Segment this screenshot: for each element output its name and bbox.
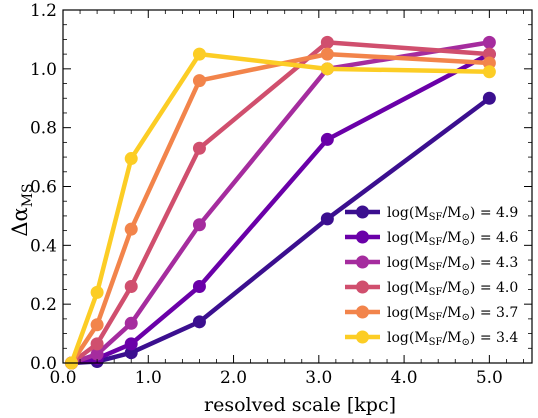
x-tick-label: 0.0 xyxy=(49,368,76,388)
legend-label: log(MSF/M⊙) = 4.6 xyxy=(387,230,518,248)
data-point xyxy=(124,152,138,166)
y-axis-label-main: Δα xyxy=(8,207,32,236)
legend-label-part: /M xyxy=(442,205,461,221)
legend-label-part: ⊙ xyxy=(462,237,470,248)
legend-marker xyxy=(356,230,369,244)
data-point xyxy=(90,285,104,299)
data-point xyxy=(320,62,334,76)
legend-marker xyxy=(356,305,369,319)
data-point xyxy=(90,347,104,361)
data-point xyxy=(320,35,334,49)
x-tick-label: 4.0 xyxy=(391,368,418,388)
legend-label: log(MSF/M⊙) = 4.9 xyxy=(387,205,518,223)
legend-label-part: ⊙ xyxy=(462,262,470,273)
legend-label-part: SF xyxy=(429,287,443,298)
legend-label: log(MSF/M⊙) = 4.3 xyxy=(387,255,518,273)
legend-marker xyxy=(356,255,369,269)
x-tick-label: 5.0 xyxy=(476,368,503,388)
data-point xyxy=(482,91,496,105)
y-tick-label: 1.0 xyxy=(30,60,57,80)
legend-marker xyxy=(356,330,369,344)
y-tick-label: 1.2 xyxy=(30,1,57,21)
legend-item: log(MSF/M⊙) = 4.6 xyxy=(345,230,518,248)
legend-label-part: ⊙ xyxy=(462,312,470,323)
data-point xyxy=(124,337,138,351)
legend-label-part: /M xyxy=(442,305,461,321)
legend-label-part: SF xyxy=(429,262,443,273)
legend-marker xyxy=(356,205,369,219)
x-tick-label: 3.0 xyxy=(305,368,332,388)
x-tick-label: 1.0 xyxy=(135,368,162,388)
legend-label-part: ) = 4.6 xyxy=(470,230,518,246)
legend-label-part: ) = 4.9 xyxy=(470,205,518,221)
data-point xyxy=(192,47,206,61)
chart-marks xyxy=(65,35,496,370)
legend-label-part: ⊙ xyxy=(462,212,470,223)
data-point xyxy=(192,74,206,88)
data-point xyxy=(192,315,206,329)
legend-label-part: log(M xyxy=(387,230,429,246)
y-tick-label: 0.4 xyxy=(30,236,57,256)
y-axis-label-sub: MS xyxy=(20,183,36,207)
legend-label-part: ) = 3.4 xyxy=(470,330,518,346)
data-point xyxy=(192,280,206,294)
data-point xyxy=(90,337,104,351)
x-axis-label: resolved scale [kpc] xyxy=(204,394,396,416)
data-point xyxy=(320,132,334,146)
legend-label-part: /M xyxy=(442,230,461,246)
legend-label-part: log(M xyxy=(387,305,429,321)
legend-label-part: SF xyxy=(429,237,443,248)
legend-label: log(MSF/M⊙) = 3.7 xyxy=(387,305,518,323)
series-line xyxy=(69,51,490,365)
legend-label-part: /M xyxy=(442,255,461,271)
data-point xyxy=(320,212,334,226)
legend-label-part: SF xyxy=(429,212,443,223)
data-point xyxy=(192,141,206,155)
data-point xyxy=(482,35,496,49)
data-point xyxy=(320,47,334,61)
legend-label-part: log(M xyxy=(387,280,429,296)
legend-label: log(MSF/M⊙) = 4.0 xyxy=(387,280,518,298)
legend-label-part: ⊙ xyxy=(462,287,470,298)
legend-label-part: ) = 4.0 xyxy=(470,280,518,296)
y-tick-label: 0.6 xyxy=(30,178,57,198)
legend-label-part: SF xyxy=(429,312,443,323)
legend-item: log(MSF/M⊙) = 4.0 xyxy=(345,280,518,298)
legend-label-part: log(M xyxy=(387,330,429,346)
data-point xyxy=(124,222,138,236)
legend-item: log(MSF/M⊙) = 4.3 xyxy=(345,255,518,273)
legend-label-part: /M xyxy=(442,330,461,346)
legend-marker xyxy=(356,280,369,294)
legend-item: log(MSF/M⊙) = 3.4 xyxy=(345,330,518,348)
legend-label-part: /M xyxy=(442,280,461,296)
axis-ticks: 0.0 1.0 2.0 3.0 4.0 5.0 0.0 0.2 0.4 0.6 0.8 1.0 1.2 xyxy=(30,1,532,388)
y-tick-label: 0.8 xyxy=(30,119,57,139)
data-point xyxy=(124,280,138,294)
legend-label-part: ) = 3.7 xyxy=(470,305,518,321)
legend-item: log(MSF/M⊙) = 4.9 xyxy=(345,205,518,223)
y-tick-label: 0.0 xyxy=(30,354,57,374)
legend-label-part: log(M xyxy=(387,255,429,271)
y-axis-label: ΔαMS xyxy=(8,183,36,236)
legend-item: log(MSF/M⊙) = 3.7 xyxy=(345,305,518,323)
y-tick-label: 0.2 xyxy=(30,295,57,315)
x-tick-label: 2.0 xyxy=(220,368,247,388)
legend-label-part: ) = 4.3 xyxy=(470,255,518,271)
data-point xyxy=(90,318,104,332)
data-point xyxy=(124,316,138,330)
series-line xyxy=(69,51,490,364)
legend-label: log(MSF/M⊙) = 3.4 xyxy=(387,330,518,348)
legend-label-part: SF xyxy=(429,337,443,348)
legend-label-part: log(M xyxy=(387,205,429,221)
data-point xyxy=(482,65,496,79)
data-point xyxy=(192,218,206,232)
legend-label-part: ⊙ xyxy=(462,337,470,348)
